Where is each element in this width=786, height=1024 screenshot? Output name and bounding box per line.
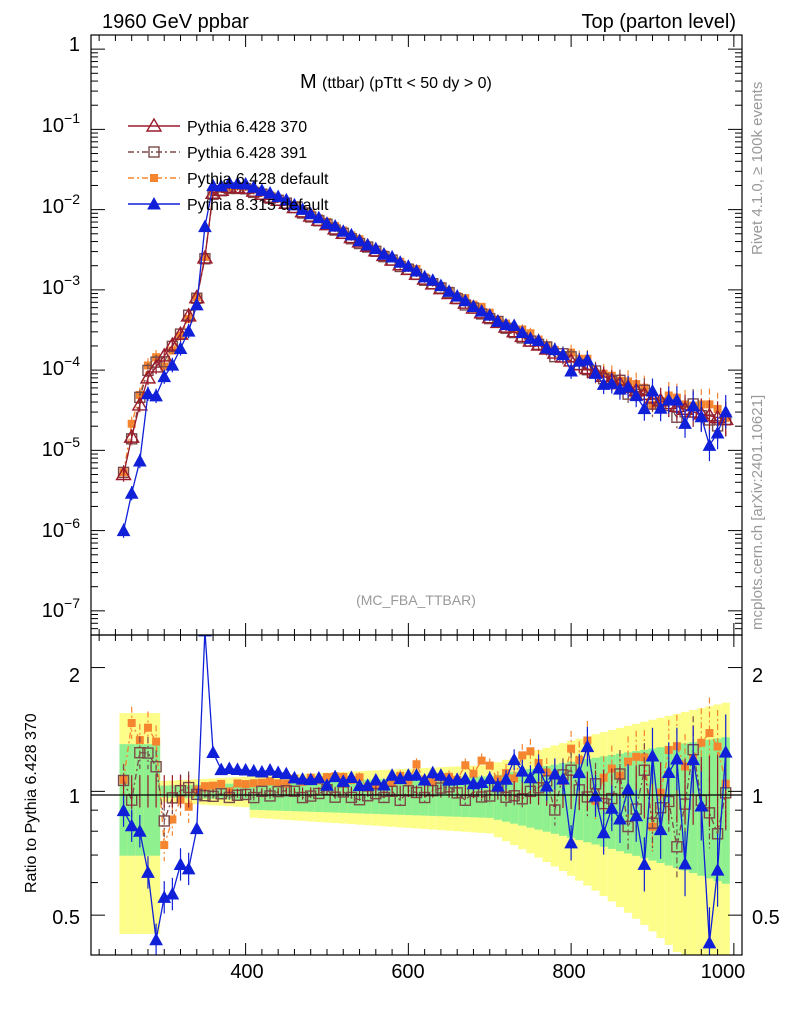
legend-item: Pythia 6.428 391: [128, 145, 307, 162]
ratio-panel-frame: [90, 634, 743, 956]
analysis-watermark: (MC_FBA_TTBAR): [356, 592, 476, 608]
ratio-y-tick-label-right: 2: [752, 665, 763, 687]
ratio-point: [580, 739, 595, 753]
data-point: [127, 419, 136, 428]
main-y-tick-label: 10−2: [42, 191, 80, 218]
ratio-point: [288, 785, 301, 797]
axis-ticks: [91, 35, 742, 956]
series-line: [122, 185, 727, 473]
ratio-point: [217, 779, 226, 788]
legend-marker: [147, 196, 161, 210]
main-series-2: [119, 182, 730, 480]
ratio-point: [671, 841, 683, 853]
main-series-0: [115, 178, 734, 482]
ratio-point: [143, 723, 152, 732]
series-line: [122, 749, 727, 847]
legend: Pythia 6.428 370 Pythia 6.428 391 Pythia 6…: [128, 117, 329, 214]
uncertainty-band-green: [314, 781, 323, 812]
ratio-point: [158, 815, 170, 827]
legend-item: Pythia 6.428 370: [128, 117, 307, 136]
x-tick-labels: 400 600 800 1000: [230, 961, 745, 983]
data-point: [115, 466, 132, 481]
data-point: [718, 404, 733, 418]
series-line: [123, 635, 727, 943]
main-series-3: [116, 175, 733, 538]
ratio-point: [282, 779, 291, 788]
ratio-y-tick-label: 0.5: [52, 907, 80, 929]
main-y-tick-label: 10−1: [42, 110, 80, 137]
ratio-point: [198, 635, 212, 637]
ratio-point: [461, 761, 470, 770]
data-point: [139, 369, 157, 384]
data-point: [164, 336, 181, 351]
legend-item: Pythia 8.315 default: [128, 196, 329, 214]
data-point: [131, 396, 149, 411]
main-y-tick-label: 1: [69, 34, 80, 56]
legend-label: Pythia 6.428 391: [187, 145, 307, 162]
data-point: [123, 428, 140, 443]
plot-title: M (ttbar) (pTtt < 50 dy > 0): [300, 71, 492, 93]
x-tick-label: 800: [552, 961, 585, 983]
ratio-series-layer: [116, 635, 733, 955]
main-y-tick-label: 10−6: [42, 515, 80, 542]
legend-label: Pythia 6.428 370: [187, 119, 307, 136]
data-point: [147, 358, 165, 373]
ratio-point: [116, 803, 131, 817]
legend-marker: [150, 174, 158, 182]
ratio-y-tick-label-right: 1: [752, 786, 763, 808]
ratio-point: [150, 761, 162, 773]
rivet-label: Rivet 4.1.0, ≥ 100k events: [749, 82, 766, 255]
mcplots-label: mcplots.cern.ch [arXiv:2401.10621]: [749, 395, 766, 630]
ratio-y-tick-label: 2: [69, 665, 80, 687]
legend-marker: [148, 146, 160, 158]
ratio-point: [209, 781, 218, 790]
ratio-point: [388, 779, 397, 788]
legend-marker: [145, 117, 163, 132]
ratio-point: [705, 729, 714, 738]
ratio-series-3: [116, 635, 733, 955]
plot-title-sub: (ttbar) (pTtt < 50 dy > 0): [322, 75, 492, 92]
energy-label: 1960 GeV ppbar: [102, 11, 249, 33]
analysis-label: Top (parton level): [581, 11, 736, 33]
main-series-1: [117, 182, 732, 480]
uncertainty-band-green: [371, 779, 380, 814]
ratio-point: [510, 774, 519, 783]
x-tick-label: 400: [230, 961, 263, 983]
legend-label: Pythia 6.428 default: [187, 171, 329, 188]
series-line: [122, 187, 727, 473]
uncertainty-band-green: [322, 780, 332, 813]
ratio-point: [469, 769, 478, 778]
legend-item: Pythia 6.428 default: [128, 171, 329, 188]
data-point: [180, 307, 197, 322]
ratio-point: [697, 738, 706, 747]
main-y-tick-label: 10−4: [42, 353, 80, 380]
ratio-point: [322, 773, 331, 782]
series-line: [122, 186, 726, 475]
main-y-tick-label: 10−7: [42, 595, 80, 622]
plot-title-main: M: [300, 71, 317, 93]
series-line: [122, 182, 727, 531]
ratio-point: [713, 742, 722, 751]
ratio-point: [215, 788, 227, 800]
ratio-uncertainty-bands: [119, 702, 730, 955]
main-y-tick-labels: 1 10−1 10−2 10−3 10−4 10−5 10−6 10−7: [42, 34, 80, 622]
ratio-y-tick-labels: 2 1 0.5 2 1 0.5: [52, 665, 780, 929]
ratio-y-tick-label: 1: [69, 786, 80, 808]
uncertainty-band-green: [282, 782, 291, 811]
main-series-layer: [115, 175, 734, 538]
data-point: [156, 347, 173, 362]
ratio-y-axis-label: Ratio to Pythia 6.428 370: [23, 713, 40, 893]
ratio-point: [622, 820, 634, 833]
x-tick-label: 600: [391, 961, 424, 983]
main-y-tick-label: 10−5: [42, 434, 80, 461]
ratio-y-tick-label-right: 0.5: [752, 907, 780, 929]
x-tick-label: 1000: [701, 961, 746, 983]
ratio-point: [624, 757, 633, 766]
main-y-tick-label: 10−3: [42, 272, 80, 299]
legend-label: Pythia 8.315 default: [187, 197, 329, 214]
ratio-point: [257, 778, 266, 787]
